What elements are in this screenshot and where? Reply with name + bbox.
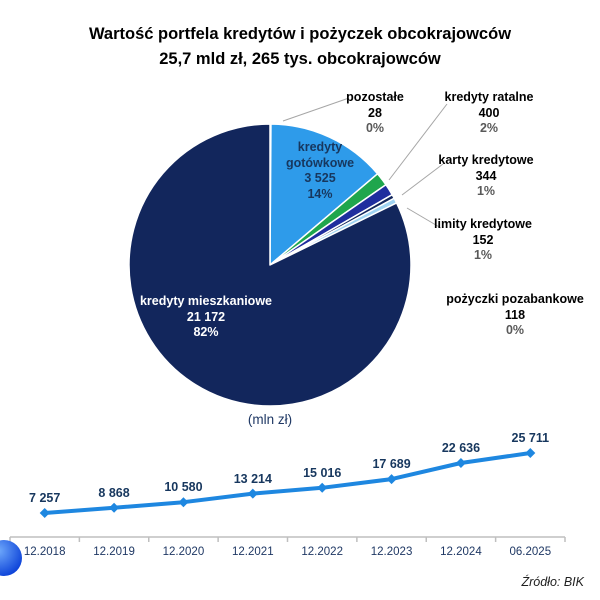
source-note: Źródło: BIK (521, 575, 584, 589)
line-marker-06.2025 (525, 448, 536, 458)
title-line-1: Wartość portfela kredytów i pożyczek obc… (88, 25, 512, 43)
pie-unit-label: (mln zł) (247, 412, 293, 427)
line-marker-12.2018 (39, 508, 50, 518)
leader-line (388, 103, 448, 181)
leader-line (406, 207, 442, 229)
leader-line (282, 97, 350, 122)
line-marker-12.2020 (178, 497, 189, 508)
chart-title: Wartość portfela kredytów i pożyczek obc… (0, 22, 600, 72)
line-marker-12.2022 (317, 482, 328, 493)
decorative-sphere-icon (0, 540, 22, 576)
line-marker-12.2021 (247, 488, 258, 499)
pie-slice-mieszkaniowe (128, 123, 412, 407)
title-line-2: 25,7 mld zł, 265 tys. obcokrajowców (159, 50, 441, 68)
line-marker-12.2019 (109, 502, 120, 513)
pie-slice-gotowkowe (269, 123, 379, 266)
leader-line (401, 163, 444, 196)
line-marker-12.2024 (455, 457, 466, 468)
line-marker-12.2023 (386, 474, 397, 485)
line-series (42, 451, 533, 515)
